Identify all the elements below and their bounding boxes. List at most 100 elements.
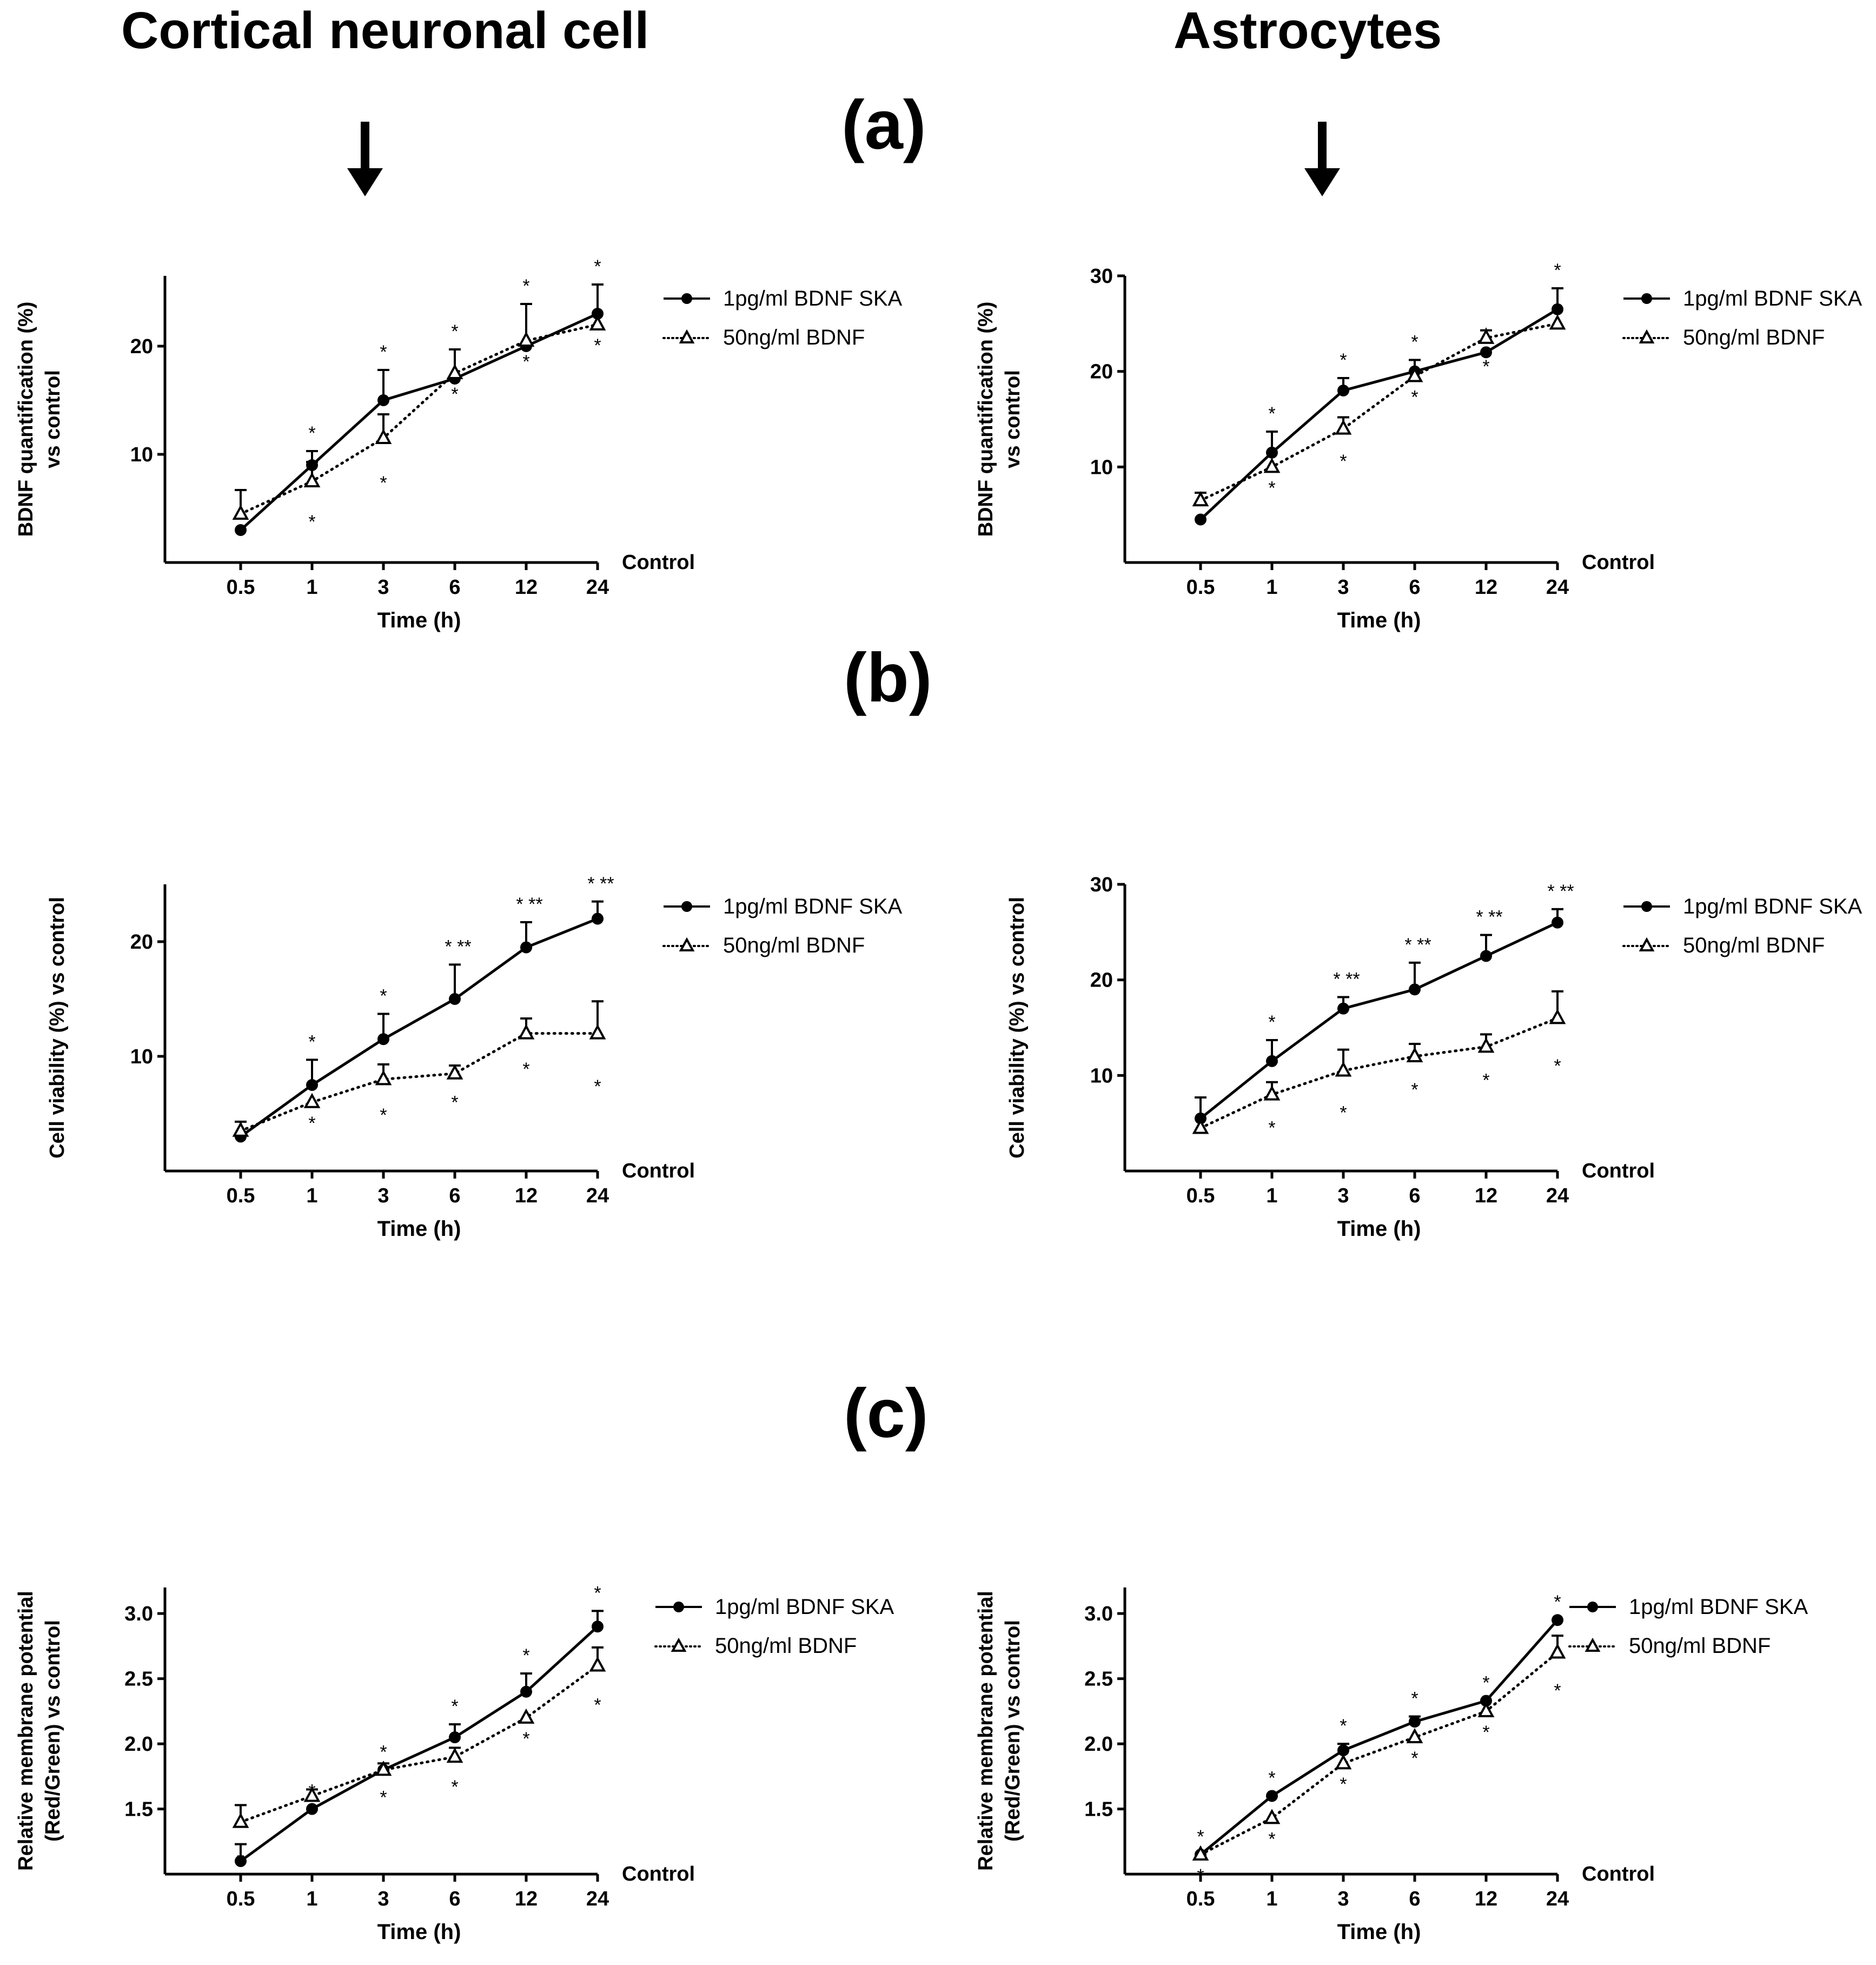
data-point-ska [235,524,247,536]
significance-label: * ** [1404,935,1431,955]
significance-label: * [1197,1827,1204,1847]
significance-label: * [1482,356,1489,377]
significance-label: * [380,986,387,1007]
data-point-ska [520,941,532,954]
data-point-bdnf [1549,1009,1566,1024]
data-point-bdnf [303,1093,321,1108]
data-point-bdnf [1549,1643,1566,1659]
chart-b-right: Control 10 20 30 0.5 1 3 6 12 24 Time (h) Cell viab… [1006,874,1655,1241]
control-label: Control [622,1160,695,1182]
column-title-cortical: Cortical neuronal cell [121,2,649,59]
y-axis-title: vs control [42,370,64,468]
significance-label: * [522,276,529,296]
data-point-bdnf [1406,1047,1423,1062]
data-point-ska [592,308,604,320]
data-point-ska [306,1079,318,1091]
significance-label: * ** [1333,969,1360,989]
series-line-bdnf [1199,322,1559,502]
series-line-bdnf [239,1032,599,1133]
control-label: Control [1582,1160,1655,1182]
data-point-bdnf [1549,314,1566,330]
y-tick-label: 3.0 [1084,1603,1113,1625]
x-tick-label: 3 [377,576,389,599]
data-point-ska [377,1033,389,1046]
series-line-ska [1199,921,1559,1120]
chart-a-left: Control 10 20 0.5 1 3 6 12 24 Time (h) BDNF quanti… [15,256,695,632]
y-tick-label: 30 [1090,874,1113,896]
data-point-ska [1195,1112,1207,1124]
y-tick-label: 2.0 [1084,1733,1113,1756]
data-point-ska [1266,1055,1278,1067]
y-tick-label: 20 [130,335,153,358]
y-axis-title: BDNF quantification (%) [975,302,997,537]
significance-label: * ** [516,894,542,915]
significance-label: * [1197,1865,1204,1886]
legend-item-ska: 1pg/ml BDNF SKA [1568,1587,1808,1626]
data-point-bdnf [446,1748,463,1763]
series-line-ska [1199,308,1559,521]
x-axis-title: Time (h) [1337,1217,1421,1241]
y-axis-title: Cell viability (%) vs control [46,897,69,1159]
y-axis-title: BDNF quantification (%) [15,302,37,537]
data-point-ska [1552,303,1563,315]
data-point-bdnf [1192,1845,1209,1861]
significance-label: * [308,1031,315,1052]
data-point-ska [1337,1744,1349,1757]
x-tick-label: 3 [1337,1185,1349,1207]
y-axis-title: vs control [1002,370,1024,468]
significance-label: * [522,1645,529,1666]
significance-label: * [308,512,315,532]
series-line-bdnf [1199,1016,1559,1129]
significance-label: * [594,1583,601,1603]
open-triangle-marker-icon [1622,937,1671,951]
x-tick-label: 6 [1409,1888,1420,1910]
series-line-ska [240,917,598,1138]
data-point-ska [377,394,389,406]
x-tick-label: 12 [515,576,538,599]
data-point-bdnf [589,315,606,330]
series-line-bdnf [239,1664,599,1824]
x-tick-label: 12 [1475,1185,1497,1207]
x-tick-label: 3 [377,1185,389,1207]
open-triangle-marker-icon [662,937,711,951]
data-point-bdnf [1263,1085,1281,1101]
significance-label: * [451,321,458,342]
significance-label: * [308,423,315,444]
x-tick-label: 6 [1409,1185,1420,1207]
significance-label: * [380,473,387,493]
significance-label: * [1482,1070,1489,1090]
significance-label: * [308,1113,315,1134]
panel-label-a: (a) [841,87,926,164]
legend-item-ska: 1pg/ml BDNF SKA [1622,279,1862,318]
data-point-ska [1480,950,1492,962]
y-axis-title: Cell viability (%) vs control [1006,897,1029,1159]
data-point-bdnf [446,363,463,379]
x-tick-label: 1 [306,1185,317,1207]
significance-label: * [451,1093,458,1113]
x-tick-label: 1 [306,1888,317,1910]
x-tick-label: 0.5 [1186,1888,1215,1910]
x-tick-label: 6 [1409,576,1420,599]
legend-label: 1pg/ml BDNF SKA [723,894,903,918]
x-tick-label: 24 [586,1888,609,1910]
legend-item-bdnf: 50ng/ml BDNF [662,318,902,357]
legend-item-ska: 1pg/ml BDNF SKA [654,1587,894,1626]
y-tick-label: 20 [1090,969,1113,992]
series-line-ska [1199,1619,1559,1856]
x-tick-label: 0.5 [1186,576,1215,599]
legend-item-bdnf: 50ng/ml BDNF [654,1626,894,1665]
y-tick-label: 1.5 [1084,1798,1113,1821]
data-point-ska [592,912,604,925]
significance-label: * [1554,1680,1561,1701]
data-point-ska [1409,1716,1421,1728]
data-point-bdnf [1335,1061,1352,1077]
data-point-bdnf [1335,419,1352,435]
y-axis-title: (Red/Green) vs control [1002,1620,1024,1842]
y-tick-label: 20 [1090,361,1113,383]
significance-label: * [594,335,601,356]
significance-label: * ** [1547,881,1574,902]
data-point-bdnf [518,1024,535,1040]
x-tick-label: 0.5 [227,576,255,599]
significance-label: * [1554,260,1561,281]
column-title-astrocytes: Astrocytes [1174,2,1442,59]
